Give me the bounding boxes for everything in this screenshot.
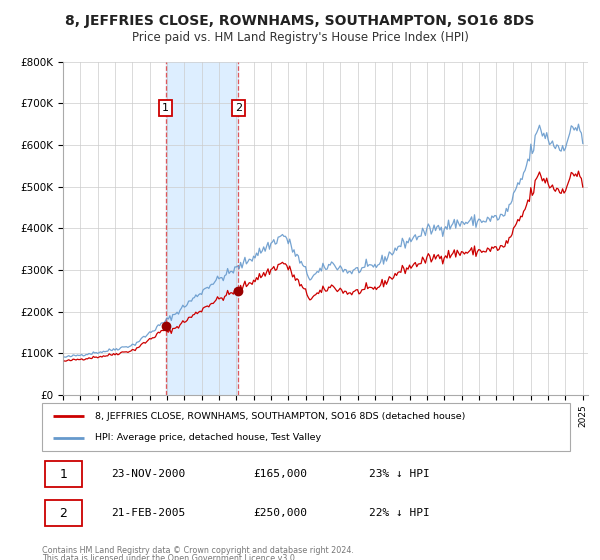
Text: Price paid vs. HM Land Registry's House Price Index (HPI): Price paid vs. HM Land Registry's House …: [131, 31, 469, 44]
Bar: [166, 62, 238, 395]
Text: HPI: Average price, detached house, Test Valley: HPI: Average price, detached house, Test…: [95, 433, 321, 442]
Text: Contains HM Land Registry data © Crown copyright and database right 2024.: Contains HM Land Registry data © Crown c…: [42, 546, 354, 555]
Text: 1: 1: [59, 468, 67, 481]
Text: This data is licensed under the Open Government Licence v3.0.: This data is licensed under the Open Gov…: [42, 554, 298, 560]
Text: 22% ↓ HPI: 22% ↓ HPI: [370, 508, 430, 518]
Text: £250,000: £250,000: [253, 508, 307, 518]
Text: 2: 2: [235, 103, 242, 113]
Text: £165,000: £165,000: [253, 469, 307, 479]
Text: 23% ↓ HPI: 23% ↓ HPI: [370, 469, 430, 479]
Text: 23-NOV-2000: 23-NOV-2000: [110, 469, 185, 479]
Text: 21-FEB-2005: 21-FEB-2005: [110, 508, 185, 518]
Text: 1: 1: [162, 103, 169, 113]
Text: 8, JEFFRIES CLOSE, ROWNHAMS, SOUTHAMPTON, SO16 8DS (detached house): 8, JEFFRIES CLOSE, ROWNHAMS, SOUTHAMPTON…: [95, 412, 465, 421]
Bar: [44, 500, 82, 526]
Text: 8, JEFFRIES CLOSE, ROWNHAMS, SOUTHAMPTON, SO16 8DS: 8, JEFFRIES CLOSE, ROWNHAMS, SOUTHAMPTON…: [65, 14, 535, 28]
Bar: [44, 461, 82, 487]
Text: 2: 2: [59, 507, 67, 520]
